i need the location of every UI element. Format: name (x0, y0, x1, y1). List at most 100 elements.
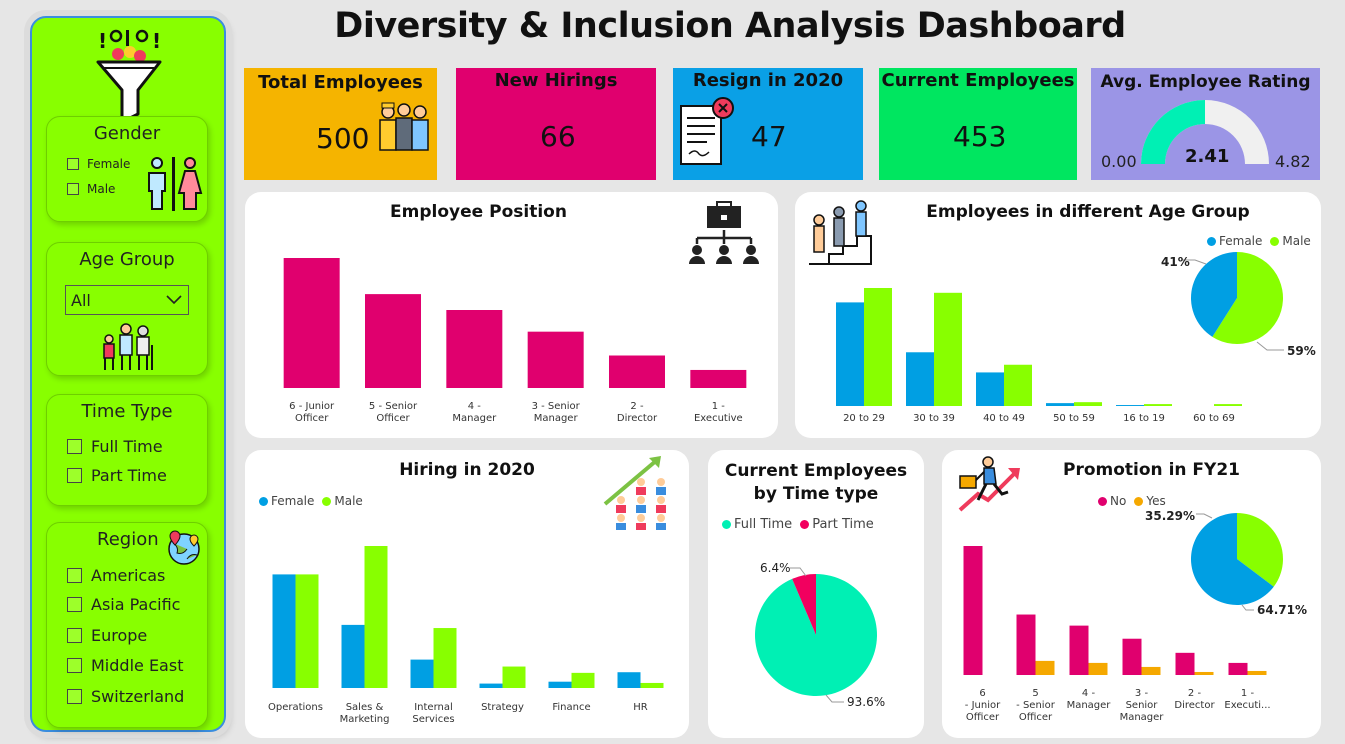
legend-yes: Yes (1134, 494, 1166, 508)
bar[interactable] (410, 659, 434, 688)
time-type-option-full-time[interactable]: Full Time (67, 437, 163, 456)
checkbox[interactable] (67, 183, 79, 195)
runner-chart-icon (958, 456, 1020, 512)
checkbox[interactable] (67, 468, 82, 483)
checkbox[interactable] (67, 689, 82, 704)
region-option-asia-pacific[interactable]: Asia Pacific (67, 595, 180, 614)
region-option-switzerland[interactable]: Switzerland (67, 687, 184, 706)
x-tick-label: 4 -Manager (452, 401, 497, 424)
x-tick-label: 6 - Junior Officer (289, 401, 335, 424)
bar[interactable] (341, 624, 365, 688)
hiring-2020-card: Hiring in 2020 Female Male Operations Sal… (245, 450, 689, 738)
promotion-chart: 6- Junior Officer 5- Senior Officer 4 -Manag… (963, 509, 1307, 723)
gender-option-female[interactable]: Female (67, 157, 130, 171)
bar[interactable] (1175, 652, 1195, 675)
option-label: Americas (91, 566, 166, 585)
gender-filter-panel: Gender Female Male (46, 116, 208, 222)
bar[interactable] (446, 310, 503, 388)
bar[interactable] (864, 288, 892, 406)
checkbox[interactable] (67, 568, 82, 583)
bar[interactable] (1016, 614, 1036, 675)
pie-slice-no[interactable] (1191, 513, 1274, 605)
bar[interactable] (963, 546, 983, 675)
kpi-current-employees: Current Employees 453 (879, 68, 1077, 180)
region-option-europe[interactable]: Europe (67, 626, 147, 645)
checkbox[interactable] (67, 158, 79, 170)
chevron-down-icon (166, 295, 182, 305)
bar[interactable] (479, 683, 503, 688)
bar[interactable] (1122, 638, 1142, 675)
x-tick-label: 2 -Director (617, 401, 658, 424)
time-type-option-part-time[interactable]: Part Time (67, 466, 167, 485)
kpi-avg-rating: Avg. Employee Rating 2.41 0.00 4.82 (1091, 68, 1320, 180)
leader-line (790, 567, 807, 577)
bar[interactable] (1247, 670, 1267, 675)
checkbox[interactable] (67, 658, 82, 673)
legend-male: Male (322, 494, 363, 508)
bar[interactable] (1228, 662, 1248, 675)
bar[interactable] (1074, 402, 1102, 406)
gauge-value: 2.41 (1185, 146, 1230, 167)
bar[interactable] (617, 672, 641, 688)
x-tick-label: 1 -Executive (694, 401, 743, 424)
pie-label-male: 59% (1287, 344, 1316, 358)
pie-slice-yes[interactable] (1237, 513, 1283, 587)
employee-position-card: Employee Position 6 - Junior Officer 5 - S… (245, 192, 778, 438)
bar[interactable] (527, 331, 584, 388)
region-option-americas[interactable]: Americas (67, 566, 165, 585)
time-type-pie: 6.4% 93.6% (755, 561, 885, 709)
bar[interactable] (976, 372, 1004, 406)
bar[interactable] (1046, 403, 1074, 406)
bar[interactable] (364, 546, 388, 688)
gender-icon (148, 157, 203, 211)
pie-slice-male[interactable] (1212, 252, 1283, 344)
hiring-2020-chart: Operations Sales & Marketing Internal Servic… (268, 546, 664, 725)
kpi-value: 453 (953, 120, 1007, 153)
bar[interactable] (906, 352, 934, 406)
filter-sidebar: ! ! Gender Female Male Age Group All (30, 16, 226, 732)
legend-label: Yes (1146, 494, 1166, 508)
bar[interactable] (365, 294, 421, 388)
checkbox[interactable] (67, 597, 82, 612)
bar[interactable] (502, 666, 526, 688)
people-stairs-icon (809, 200, 872, 265)
age-group-card: Employees in different Age Group Female … (795, 192, 1321, 438)
bar[interactable] (1116, 405, 1144, 406)
bar[interactable] (640, 682, 664, 688)
checkbox[interactable] (67, 628, 82, 643)
bar[interactable] (1088, 662, 1108, 675)
bar[interactable] (609, 355, 665, 389)
pie-slice-female[interactable] (1191, 252, 1237, 337)
bar[interactable] (1035, 660, 1055, 675)
leader-line (1196, 513, 1213, 519)
bar[interactable] (548, 681, 572, 688)
kpi-total-employees: Total Employees 500 (244, 68, 437, 180)
bar[interactable] (433, 628, 457, 688)
bar[interactable] (272, 574, 296, 688)
bar[interactable] (1214, 404, 1242, 406)
gender-option-male[interactable]: Male (67, 182, 115, 196)
bar[interactable] (1144, 404, 1172, 406)
kpi-value: 66 (540, 120, 576, 153)
legend-label: Male (334, 494, 363, 508)
checkbox[interactable] (67, 439, 82, 454)
region-option-middle-east[interactable]: Middle East (67, 656, 183, 675)
bar[interactable] (1004, 364, 1032, 406)
bar[interactable] (571, 672, 595, 688)
bar[interactable] (295, 574, 319, 688)
bar[interactable] (1069, 625, 1089, 675)
rating-gauge (1141, 100, 1269, 164)
bar[interactable] (1194, 671, 1214, 675)
x-tick-label: 60 to 69 (1193, 413, 1235, 424)
bar[interactable] (934, 292, 962, 406)
option-label: Asia Pacific (91, 595, 181, 614)
employee-position-chart: 6 - Junior Officer 5 - Senior Officer 4 -Man… (283, 258, 747, 424)
x-tick-label: HR (633, 702, 648, 713)
pie-slice-part-time[interactable] (792, 574, 816, 635)
bar[interactable] (1141, 666, 1161, 675)
bar[interactable] (690, 369, 747, 388)
bar[interactable] (283, 258, 340, 388)
funnel-icon: ! ! (96, 29, 162, 122)
age-group-dropdown[interactable]: All (65, 285, 189, 315)
bar[interactable] (836, 302, 864, 406)
